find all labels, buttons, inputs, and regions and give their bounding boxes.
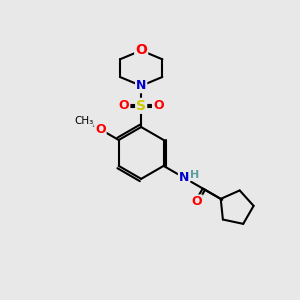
Text: O: O: [191, 195, 202, 208]
Text: N: N: [179, 171, 189, 184]
Text: O: O: [135, 44, 147, 58]
Text: CH₃: CH₃: [74, 116, 93, 126]
Text: N: N: [136, 79, 146, 92]
Text: H: H: [190, 170, 199, 180]
Text: O: O: [95, 123, 106, 136]
Text: S: S: [136, 99, 146, 113]
Text: O: O: [153, 99, 164, 112]
Text: O: O: [119, 99, 129, 112]
